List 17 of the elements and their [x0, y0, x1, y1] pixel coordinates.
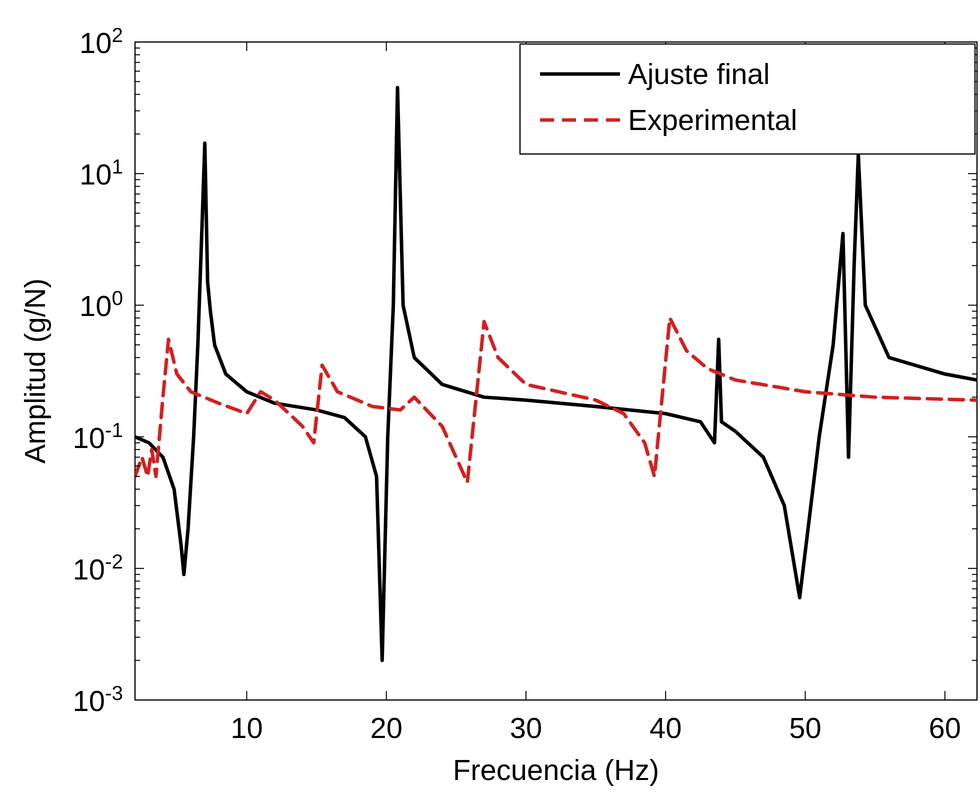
y-axis-title: Amplitud (g/N) [20, 278, 52, 464]
x-tick-label: 60 [928, 713, 962, 745]
line-series [135, 316, 977, 484]
legend-label: Ajuste final [628, 59, 770, 91]
y-tick-label: 10$^{-1}$ [72, 420, 123, 455]
x-tick-label: 30 [510, 713, 542, 745]
legend-label: Experimental [628, 105, 798, 137]
x-tick-label: 40 [649, 713, 682, 745]
y-tick-label: 10$^{-2}$ [72, 551, 123, 586]
x-tick-label: 20 [370, 713, 402, 745]
y-tick-label: 10$^{0}$ [79, 288, 123, 324]
y-tick-label: 10$^{2}$ [79, 25, 123, 60]
y-tick-label: 10$^{-3}$ [72, 683, 123, 718]
x-tick-label: 10 [230, 713, 263, 745]
x-axis-title: Frecuencia (Hz) [452, 755, 660, 787]
x-tick-label: 50 [789, 713, 822, 745]
y-tick-label: 10$^{1}$ [79, 156, 123, 192]
